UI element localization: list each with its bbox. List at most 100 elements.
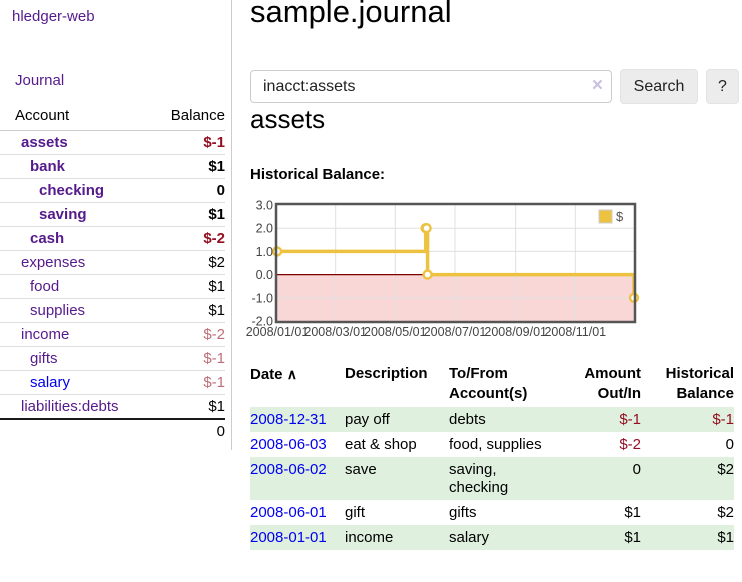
sort-asc-icon: ∧ — [286, 366, 297, 382]
svg-text:2008/07/01: 2008/07/01 — [424, 325, 487, 339]
account-row: income $-2 — [0, 322, 225, 347]
historical-balance-chart: $3.0 2.0 1.0 0.0 -1.0 -2.0 2008/01/01 2008/03/0… — [246, 199, 742, 345]
table-row: 2008-06-01 gift gifts $1 $2 — [250, 500, 734, 525]
account-link[interactable]: cash — [30, 230, 65, 247]
account-balance: $-1 — [203, 134, 225, 151]
transaction-accounts: food, supplies — [449, 436, 542, 453]
clear-search-icon[interactable]: × — [591, 75, 603, 96]
transaction-amount: 0 — [632, 461, 641, 478]
account-balance: $1 — [208, 278, 225, 295]
account-row: saving $1 — [0, 202, 225, 227]
account-row: bank $1 — [0, 154, 225, 179]
account-row: food $1 — [0, 274, 225, 299]
table-row: 2008-06-02 save saving, checking 0 $2 — [250, 457, 734, 500]
data-point-marker — [421, 223, 432, 234]
transaction-description: eat & shop — [345, 436, 417, 453]
account-row: liabilities:debts $1 — [0, 394, 225, 420]
account-link[interactable]: supplies — [30, 302, 86, 319]
account-link[interactable]: saving — [39, 206, 87, 223]
svg-text:2.0: 2.0 — [256, 222, 273, 236]
search-bar: × Search ? — [250, 69, 739, 104]
transaction-description: save — [345, 461, 377, 478]
transaction-amount: $1 — [624, 504, 641, 521]
account-row: expenses $2 — [0, 250, 225, 275]
transaction-date-link[interactable]: 2008-06-02 — [250, 461, 327, 478]
table-row: 2008-06-03 eat & shop food, supplies $-2 0 — [250, 432, 734, 457]
account-link[interactable]: income — [21, 326, 70, 343]
account-balance: $1 — [208, 206, 225, 223]
account-balance: $1 — [208, 158, 225, 175]
account-balance: $-2 — [203, 326, 225, 343]
col-header-date[interactable]: Date ∧ — [250, 366, 297, 383]
account-row: cash $-2 — [0, 226, 225, 251]
chart-title: Historical Balance: — [250, 166, 386, 183]
account-row: supplies $1 — [0, 298, 225, 323]
accounts-col-header: Account — [0, 103, 148, 131]
legend-label: $ — [616, 209, 624, 224]
data-point-marker — [422, 269, 433, 280]
transaction-balance: 0 — [725, 436, 734, 453]
transaction-accounts: saving, checking — [449, 461, 509, 496]
legend-swatch — [598, 209, 613, 224]
transaction-description: gift — [345, 504, 366, 521]
transaction-amount: $1 — [624, 529, 641, 546]
account-link[interactable]: checking — [39, 182, 105, 199]
transaction-description: income — [345, 529, 394, 546]
account-link[interactable]: food — [30, 278, 60, 295]
sidebar-item-journal[interactable]: Journal — [15, 72, 65, 89]
svg-text:2008/09/01: 2008/09/01 — [484, 325, 547, 339]
account-balance: $1 — [208, 398, 225, 415]
account-balance: $-2 — [203, 230, 225, 247]
transaction-date-link[interactable]: 2008-06-03 — [250, 436, 327, 453]
account-link[interactable]: gifts — [30, 350, 58, 367]
page-title: sample.journal — [250, 0, 452, 29]
transaction-balance: $-1 — [712, 411, 734, 428]
transaction-balance: $1 — [717, 529, 734, 546]
search-button[interactable]: Search — [620, 69, 698, 104]
transaction-date-link[interactable]: 2008-01-01 — [250, 529, 327, 546]
account-row: checking 0 — [0, 178, 225, 203]
svg-text:-2.0: -2.0 — [251, 315, 273, 329]
chart-svg: $3.0 2.0 1.0 0.0 -1.0 -2.02008/01/012008/03/0… — [246, 199, 640, 339]
account-link[interactable]: liabilities:debts — [21, 398, 119, 415]
transaction-description: pay off — [345, 411, 390, 428]
account-row: salary $-1 — [0, 370, 225, 395]
account-link[interactable]: salary — [30, 374, 71, 391]
account-link[interactable]: bank — [30, 158, 66, 175]
svg-text:2008/05/01: 2008/05/01 — [364, 325, 427, 339]
transaction-date-link[interactable]: 2008-12-31 — [250, 411, 327, 428]
balance-col-header: Balance — [148, 103, 225, 131]
col-header-accounts: To/From Account(s) — [449, 365, 528, 402]
col-header-description: Description — [345, 365, 428, 382]
col-header-balance: Historical Balance — [665, 365, 734, 402]
account-balance: $-1 — [203, 374, 225, 391]
transaction-balance: $2 — [717, 504, 734, 521]
app-brand-link[interactable]: hledger-web — [12, 8, 95, 25]
transaction-accounts: debts — [449, 411, 486, 428]
transaction-amount: $-2 — [619, 436, 641, 453]
svg-text:2008/01/01: 2008/01/01 — [246, 325, 309, 339]
svg-text:-1.0: -1.0 — [251, 291, 273, 305]
account-link[interactable]: assets — [21, 134, 68, 151]
account-row: assets $-1 — [0, 131, 225, 155]
table-row: 2008-01-01 income salary $1 $1 — [250, 525, 734, 550]
transaction-date-link[interactable]: 2008-06-01 — [250, 504, 327, 521]
account-link[interactable]: expenses — [21, 254, 86, 271]
svg-text:1.0: 1.0 — [256, 245, 273, 259]
account-balance: $1 — [208, 302, 225, 319]
col-header-amount: Amount Out/In — [584, 365, 641, 402]
svg-text:2008/11/01: 2008/11/01 — [544, 325, 606, 339]
main-content: sample.journal × Search ? assets Histori… — [246, 0, 742, 582]
register-header-row: Date ∧ Description To/From Account(s) Amo… — [250, 360, 734, 407]
account-balance: $2 — [208, 254, 225, 271]
register-table: Date ∧ Description To/From Account(s) Amo… — [250, 360, 734, 550]
account-row: gifts $-1 — [0, 346, 225, 371]
table-row: 2008-12-31 pay off debts $-1 $-1 — [250, 407, 734, 432]
svg-text:3.0: 3.0 — [256, 199, 273, 213]
svg-text:2008/03/01: 2008/03/01 — [304, 325, 367, 339]
account-heading: assets — [250, 104, 326, 134]
help-button[interactable]: ? — [706, 69, 739, 104]
accounts-total-row: 0 — [0, 419, 225, 443]
account-balance: 0 — [216, 182, 225, 199]
search-input[interactable] — [250, 70, 612, 103]
